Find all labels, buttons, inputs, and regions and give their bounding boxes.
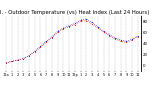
Title: Mil. - Outdoor Temperature (vs) Heat Index (Last 24 Hours): Mil. - Outdoor Temperature (vs) Heat Ind… bbox=[0, 10, 150, 15]
